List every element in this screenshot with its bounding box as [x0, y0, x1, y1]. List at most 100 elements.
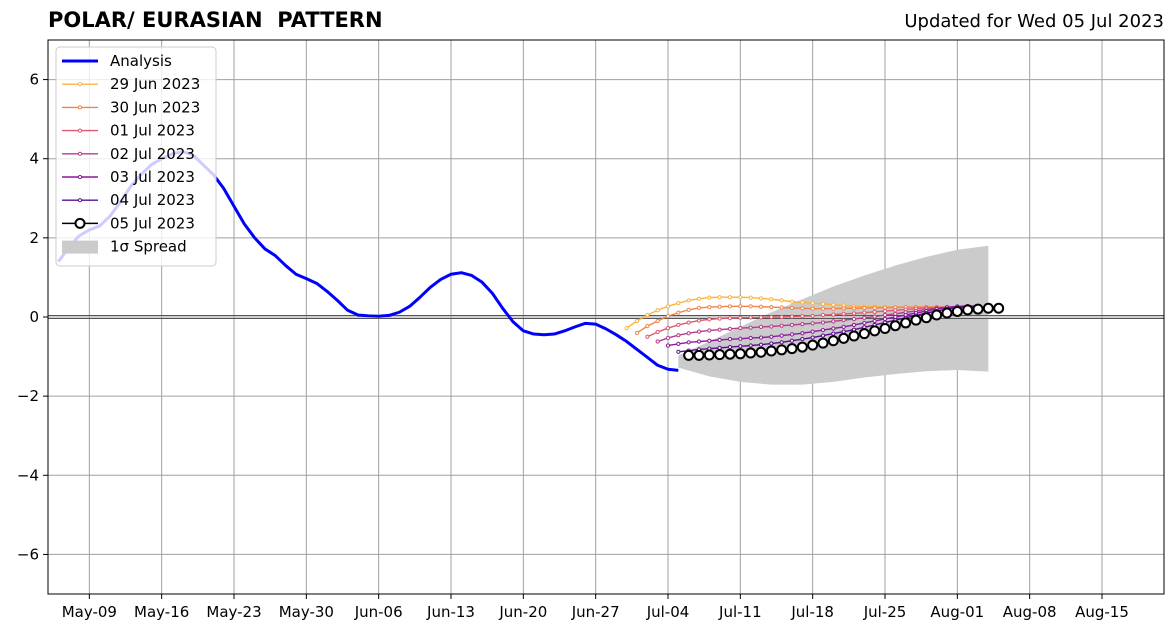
forecast-point [776, 344, 788, 356]
forecast-point [655, 339, 660, 344]
forecast-point [789, 314, 795, 319]
forecast-point [841, 329, 846, 334]
legend-entry: 1σ Spread [62, 238, 187, 256]
forecast-series-3 [645, 305, 981, 339]
forecast-point [676, 310, 681, 315]
forecast-point [872, 305, 877, 310]
forecast-point [789, 332, 795, 337]
legend-entry: 04 Jul 2023 [62, 191, 195, 209]
forecast-point [841, 306, 846, 311]
forecast-point [851, 322, 857, 328]
forecast-point [758, 304, 764, 309]
legend-label: Analysis [110, 52, 172, 70]
forecast-point [696, 305, 702, 310]
forecast-point [889, 320, 901, 332]
x-tick-label: Jun-27 [571, 603, 620, 621]
legend: Analysis 29 Jun 2023 30 Jun 2023 01 Jul 202… [55, 46, 217, 267]
forecast-point [665, 325, 671, 331]
forecast-point [727, 344, 733, 350]
y-tick-label: −4 [17, 466, 39, 484]
forecast-point [858, 328, 870, 340]
forecast-point [693, 349, 705, 361]
forecast-point [820, 320, 826, 325]
forecast-point [758, 342, 764, 347]
forecast-series [624, 295, 1005, 361]
legend-entry: 05 Jul 2023 [62, 214, 195, 232]
forecast-point [686, 298, 691, 303]
forecast-point [676, 341, 681, 347]
forecast-point [779, 323, 784, 328]
forecast-point [789, 305, 795, 310]
forecast-point [800, 322, 805, 327]
forecast-point [665, 335, 671, 341]
forecast-point [686, 340, 691, 345]
forecast-point [820, 306, 826, 311]
forecast-point [634, 330, 640, 335]
forecast-point [993, 302, 1005, 314]
forecast-point [820, 327, 826, 333]
forecast-point [758, 335, 764, 340]
forecast-point [696, 339, 702, 344]
forecast-point [696, 329, 702, 334]
forecast-point [872, 309, 877, 314]
forecast-point [727, 316, 733, 321]
updated-date-label: Updated for Wed 05 Jul 2023 [904, 11, 1164, 32]
forecast-point [714, 349, 726, 361]
forecast-point [810, 335, 815, 340]
forecast-point [972, 303, 984, 315]
legend-label: 05 Jul 2023 [110, 214, 195, 232]
forecast-point [727, 295, 733, 300]
forecast-point [665, 304, 671, 309]
forecast-line [636, 305, 978, 334]
forecast-point [727, 337, 733, 342]
forecast-point [882, 316, 888, 322]
forecast-point [820, 301, 826, 307]
y-tick-label: 2 [29, 229, 39, 247]
legend-swatch-marker [77, 174, 83, 180]
legend-label: 04 Jul 2023 [110, 191, 195, 209]
forecast-point [645, 324, 650, 329]
forecast-point [676, 333, 681, 338]
forecast-point [707, 295, 712, 300]
forecast-point [827, 335, 839, 347]
forecast-point [738, 325, 743, 331]
forecast-point [831, 319, 836, 324]
y-axis-ticks: −6 −4 −2 0 2 4 6 [17, 71, 48, 563]
y-tick-label: 0 [29, 308, 39, 326]
legend-swatch-marker [77, 151, 83, 156]
forecast-point [738, 295, 743, 300]
forecast-point [645, 334, 650, 339]
forecast-point [831, 331, 836, 336]
x-tick-label: Aug-15 [1075, 603, 1129, 621]
forecast-point [893, 308, 898, 313]
forecast-point [655, 308, 660, 313]
legend-label: 01 Jul 2023 [110, 122, 195, 140]
y-tick-label: −6 [17, 545, 39, 563]
forecast-point [779, 333, 784, 338]
forecast-point [755, 346, 767, 358]
forecast-point [758, 315, 764, 320]
forecast-point [810, 301, 815, 306]
forecast-point [882, 312, 888, 318]
forecast-point [769, 324, 774, 329]
legend-label: 02 Jul 2023 [110, 145, 195, 163]
legend-label: 30 Jun 2023 [110, 98, 200, 116]
x-tick-label: Jul-04 [646, 603, 690, 621]
forecast-point [851, 306, 857, 311]
forecast-point [748, 304, 753, 309]
forecast-point [786, 343, 798, 355]
forecast-point [831, 302, 836, 307]
forecast-point [665, 314, 671, 319]
forecast-point [910, 314, 922, 326]
legend-label: 29 Jun 2023 [110, 75, 200, 93]
x-axis-ticks: May-09 May-16 May-23 May-30 Jun-06 Jun-13 Jun-… [62, 594, 1129, 621]
forecast-point [841, 318, 846, 323]
x-tick-label: Jul-11 [718, 603, 762, 621]
x-tick-label: Jun-06 [354, 603, 403, 621]
x-tick-label: Jul-18 [790, 603, 834, 621]
forecast-point [634, 318, 640, 324]
legend-box [55, 46, 217, 267]
forecast-point [962, 304, 974, 316]
forecast-point [831, 326, 836, 331]
forecast-point [882, 305, 888, 310]
